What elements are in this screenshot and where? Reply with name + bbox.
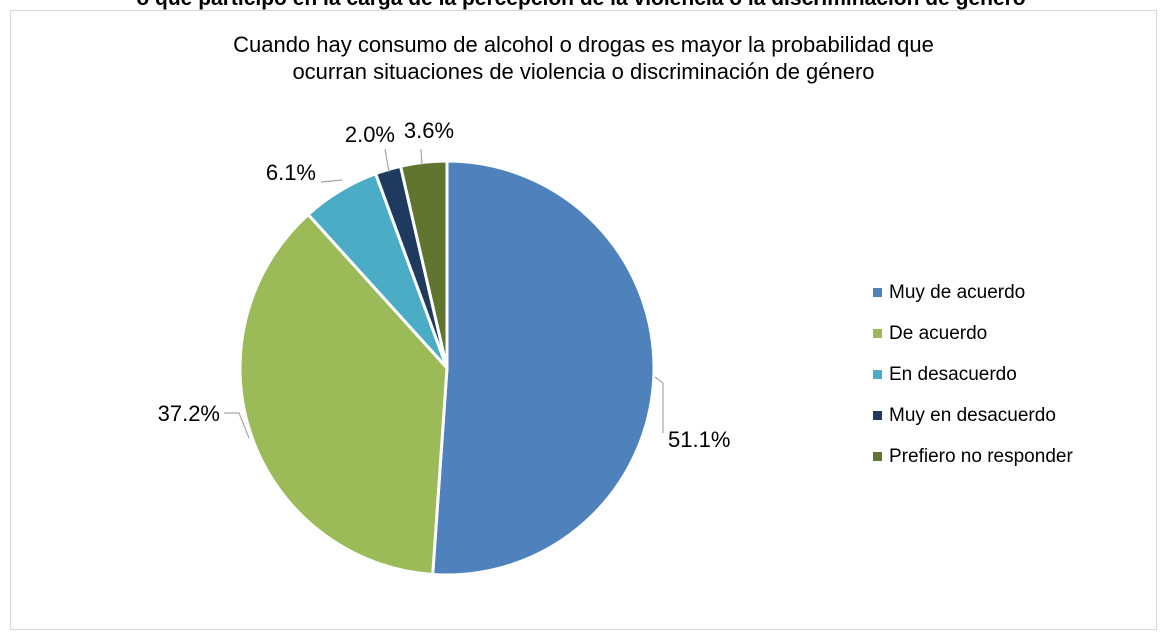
data-label-1: 37.2% <box>158 401 220 426</box>
legend-swatch <box>873 452 882 461</box>
leader-line-4 <box>420 148 423 166</box>
leader-line-1 <box>224 412 250 439</box>
legend-swatch <box>873 329 882 338</box>
legend-item-muy-en-desacuerdo: Muy en desacuerdo <box>873 395 1073 436</box>
legend-swatch <box>873 411 882 420</box>
legend-item-en-desacuerdo: En desacuerdo <box>873 354 1073 395</box>
top-strip: o que participó en la carga de la percep… <box>0 0 1162 10</box>
chart-frame: Cuando hay consumo de alcohol o drogas e… <box>10 10 1157 630</box>
leader-line-2 <box>320 179 343 183</box>
legend-swatch <box>873 288 882 297</box>
data-label-0: 51.1% <box>668 427 730 452</box>
chart-title-line-2: ocurran situaciones de violencia o discr… <box>292 59 875 84</box>
legend: Muy de acuerdo De acuerdo En desacuerdo … <box>873 272 1073 477</box>
leader-line-3 <box>384 148 390 173</box>
data-label-3: 2.0% <box>345 122 395 147</box>
legend-label: Muy en desacuerdo <box>889 404 1056 426</box>
legend-item-muy-de-acuerdo: Muy de acuerdo <box>873 272 1073 313</box>
legend-label: Prefiero no responder <box>889 445 1073 467</box>
legend-label: En desacuerdo <box>889 363 1017 385</box>
chart-title: Cuando hay consumo de alcohol o drogas e… <box>11 31 1156 85</box>
pie-slice-4 <box>398 159 449 369</box>
legend-item-prefiero-no-responder: Prefiero no responder <box>873 436 1073 477</box>
legend-item-de-acuerdo: De acuerdo <box>873 313 1073 354</box>
legend-label: De acuerdo <box>889 322 988 344</box>
legend-swatch <box>873 370 882 379</box>
pie-chart: 51.1% 37.2% 6.1% 2.0% 3.6% <box>158 118 730 577</box>
data-label-4: 3.6% <box>404 118 454 143</box>
data-label-2: 6.1% <box>266 160 316 185</box>
cropped-header-text: o que participó en la carga de la percep… <box>0 0 1162 10</box>
pie-slice-1 <box>238 212 449 577</box>
pie-slice-0 <box>431 159 656 577</box>
leader-line-0 <box>654 376 664 433</box>
chart-title-line-1: Cuando hay consumo de alcohol o drogas e… <box>233 32 934 57</box>
legend-label: Muy de acuerdo <box>889 281 1026 303</box>
